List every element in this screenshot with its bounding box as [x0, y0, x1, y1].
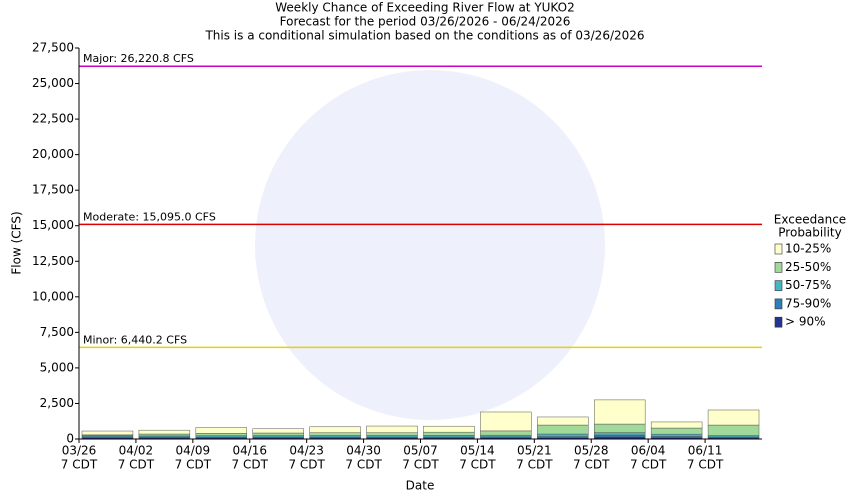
- legend-label: 25-50%: [785, 260, 831, 274]
- x-tick-label: 7 CDT: [630, 458, 667, 472]
- x-tick-label: 05/14: [460, 444, 495, 458]
- legend-swatch: [774, 316, 783, 328]
- x-tick-label: 03/26: [62, 444, 97, 458]
- bar-segment: [423, 431, 475, 436]
- legend-label: > 90%: [785, 315, 826, 329]
- bar-segment: [594, 434, 646, 438]
- legend-label: 50-75%: [785, 278, 831, 292]
- bar-segment: [537, 433, 589, 437]
- y-tick-label: 7,500: [40, 325, 74, 339]
- y-tick-label: 5,000: [40, 360, 74, 374]
- x-tick-label: 06/04: [631, 444, 666, 458]
- y-tick-label: 20,000: [32, 147, 74, 161]
- bar-segment: [650, 427, 703, 435]
- legend-title: Probability: [778, 226, 841, 240]
- threshold-label: Major: 26,220.8 CFS: [83, 52, 194, 65]
- bar-segment: [594, 399, 646, 425]
- threshold-label: Moderate: 15,095.0 CFS: [83, 210, 216, 223]
- x-tick-label: 04/30: [346, 444, 381, 458]
- bar-segment: [480, 434, 532, 438]
- chart-title: Weekly Chance of Exceeding River Flow at…: [275, 1, 574, 15]
- bar-segment: [252, 432, 304, 436]
- legend-title: Exceedance: [774, 213, 846, 227]
- x-tick-label: 04/09: [176, 444, 211, 458]
- y-tick-label: 25,000: [32, 76, 74, 90]
- x-tick-label: 7 CDT: [61, 458, 98, 472]
- watermark: [255, 70, 605, 420]
- x-tick-label: 7 CDT: [459, 458, 496, 472]
- x-tick-label: 7 CDT: [687, 458, 724, 472]
- bar-segment: [594, 432, 646, 436]
- legend-swatch: [774, 298, 783, 310]
- bar-segment: [195, 427, 247, 434]
- threshold-label: Minor: 6,440.2 CFS: [83, 333, 187, 346]
- bar-segment: [707, 409, 760, 426]
- legend-label: 10-25%: [785, 242, 831, 256]
- y-axis-label: Flow (CFS): [10, 211, 24, 274]
- x-tick-label: 7 CDT: [288, 458, 325, 472]
- bar-segment: [537, 424, 589, 435]
- x-axis-label: Date: [406, 479, 435, 493]
- bar-segment: [366, 425, 418, 433]
- bar-segment: [309, 426, 361, 433]
- legend-swatch: [774, 261, 783, 273]
- x-tick-label: 7 CDT: [402, 458, 439, 472]
- x-tick-label: 7 CDT: [118, 458, 155, 472]
- y-tick-label: 10,000: [32, 289, 74, 303]
- bar-segment: [650, 433, 703, 437]
- bar-segment: [650, 421, 703, 429]
- x-tick-label: 06/11: [688, 444, 723, 458]
- x-tick-label: 7 CDT: [573, 458, 610, 472]
- bar-segment: [81, 430, 134, 436]
- bar-segment: [366, 432, 418, 436]
- bar-segment: [138, 429, 191, 435]
- y-tick-label: 27,500: [32, 41, 74, 55]
- chart-note: This is a conditional simulation based o…: [204, 29, 644, 43]
- x-tick-label: 7 CDT: [232, 458, 269, 472]
- legend-swatch: [774, 243, 783, 255]
- bar-segment: [195, 433, 247, 436]
- x-tick-label: 7 CDT: [345, 458, 382, 472]
- bar-segment: [537, 416, 589, 426]
- y-tick-label: 22,500: [32, 112, 74, 126]
- x-tick-label: 05/21: [517, 444, 552, 458]
- x-tick-label: 7 CDT: [516, 458, 553, 472]
- x-tick-label: 04/16: [232, 444, 267, 458]
- x-tick-label: 05/07: [403, 444, 438, 458]
- chart-subtitle: Forecast for the period 03/26/2026 - 06/…: [280, 15, 571, 29]
- y-tick-label: 2,500: [40, 396, 74, 410]
- y-tick-label: 15,000: [32, 218, 74, 232]
- x-tick-label: 05/28: [574, 444, 609, 458]
- bar-segment: [480, 430, 532, 436]
- bar-segment: [252, 428, 304, 434]
- bar-segment: [138, 433, 191, 437]
- legend-label: 75-90%: [785, 296, 831, 310]
- y-tick-label: 17,500: [32, 183, 74, 197]
- x-tick-label: 04/02: [119, 444, 154, 458]
- y-tick-label: 12,500: [32, 254, 74, 268]
- bar-segment: [707, 424, 760, 436]
- x-tick-label: 7 CDT: [175, 458, 212, 472]
- bar-segment: [423, 425, 475, 433]
- bar-segment: [309, 432, 361, 436]
- y-tick-label: 0: [66, 432, 74, 446]
- bar-segment: [480, 411, 532, 432]
- x-tick-label: 04/23: [289, 444, 324, 458]
- bar-segment: [594, 423, 646, 433]
- legend-swatch: [774, 280, 783, 291]
